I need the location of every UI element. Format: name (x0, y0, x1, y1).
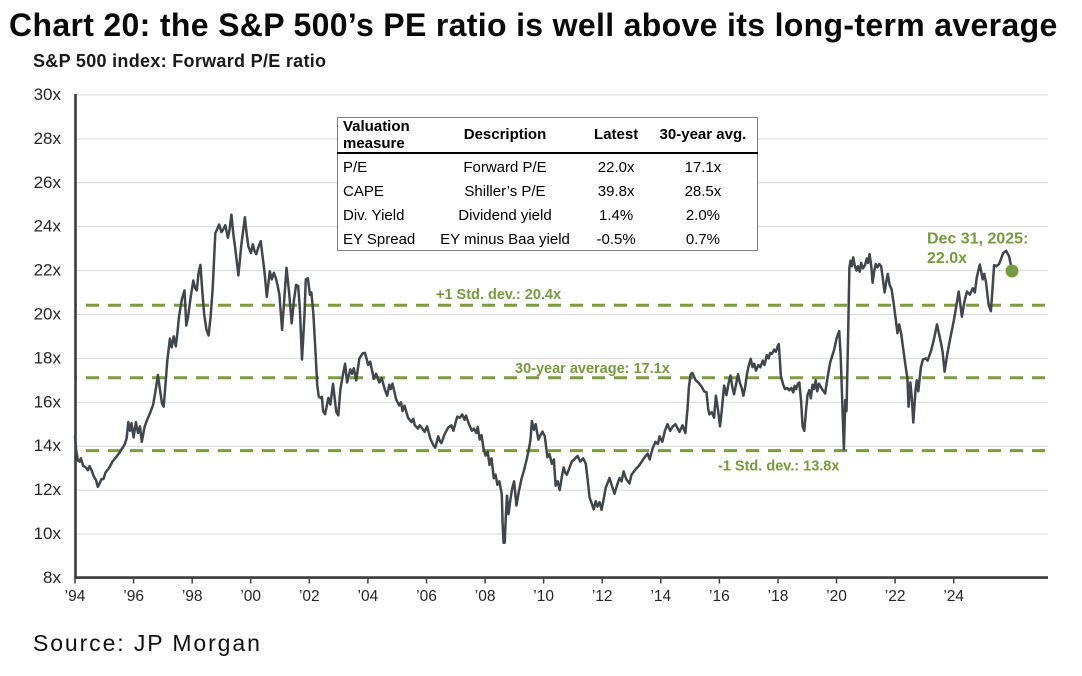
svg-text:’12: ’12 (592, 588, 613, 605)
svg-text:’10: ’10 (533, 588, 554, 605)
svg-text:’02: ’02 (299, 588, 320, 605)
svg-text:14x: 14x (34, 436, 62, 455)
svg-text:’08: ’08 (475, 588, 496, 605)
svg-text:’20: ’20 (826, 588, 847, 605)
svg-text:+1 Std. dev.: 20.4x: +1 Std. dev.: 20.4x (436, 287, 561, 303)
svg-text:’18: ’18 (768, 588, 789, 605)
svg-text:8x: 8x (43, 568, 61, 587)
svg-text:22.0x: 22.0x (927, 250, 967, 267)
svg-text:’98: ’98 (182, 588, 203, 605)
svg-text:10x: 10x (34, 524, 62, 543)
svg-text:18x: 18x (34, 348, 62, 367)
svg-text:’00: ’00 (240, 588, 261, 605)
svg-text:16x: 16x (34, 392, 62, 411)
svg-text:’06: ’06 (416, 588, 437, 605)
svg-text:30-year average: 17.1x: 30-year average: 17.1x (515, 361, 670, 377)
svg-text:Dec 31, 2025:: Dec 31, 2025: (927, 231, 1028, 248)
svg-text:22x: 22x (34, 261, 62, 280)
svg-text:’24: ’24 (943, 588, 964, 605)
svg-text:-1 Std. dev.: 13.8x: -1 Std. dev.: 13.8x (718, 459, 839, 475)
svg-text:24x: 24x (34, 217, 62, 236)
svg-text:28x: 28x (34, 129, 62, 148)
svg-text:’16: ’16 (709, 588, 730, 605)
svg-text:’04: ’04 (358, 588, 379, 605)
svg-text:’14: ’14 (650, 588, 671, 605)
svg-text:30x: 30x (34, 85, 62, 104)
svg-text:26x: 26x (34, 173, 62, 192)
svg-text:’22: ’22 (885, 588, 906, 605)
svg-text:12x: 12x (34, 480, 62, 499)
svg-text:’96: ’96 (123, 588, 144, 605)
svg-text:’94: ’94 (65, 588, 86, 605)
svg-text:20x: 20x (34, 305, 62, 324)
